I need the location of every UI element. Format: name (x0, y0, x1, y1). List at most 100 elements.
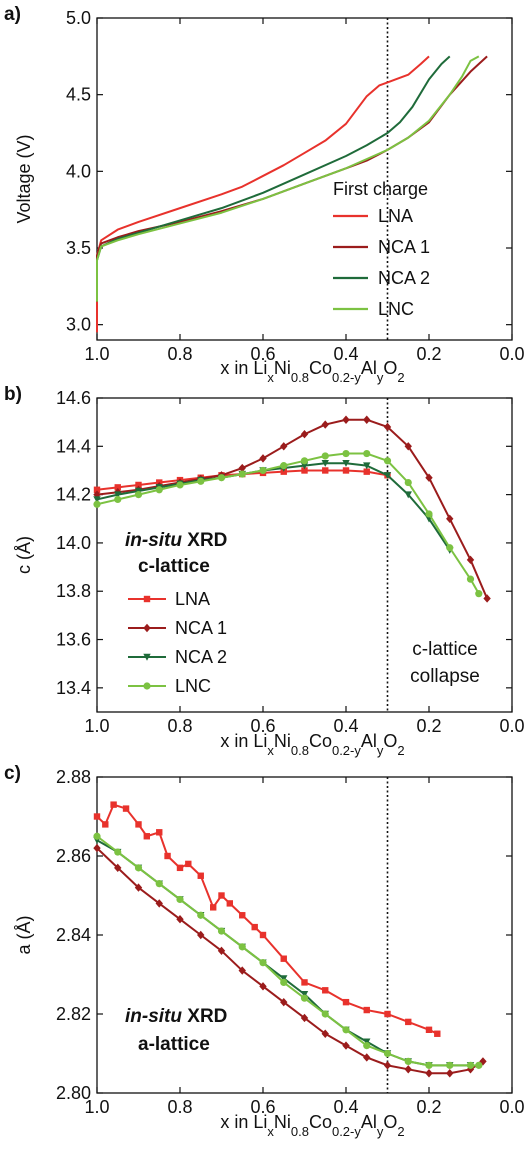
data-point (114, 484, 121, 491)
data-point (446, 1069, 454, 1078)
data-point (300, 994, 309, 1002)
data-point (197, 477, 205, 485)
panel-label: b) (4, 384, 22, 405)
data-point (259, 931, 267, 939)
data-point (475, 1061, 483, 1069)
data-point (425, 1069, 433, 1078)
legend-label: NCA 1 (378, 237, 430, 257)
data-point (110, 801, 117, 808)
data-point (434, 1030, 441, 1037)
data-point (301, 979, 308, 986)
data-point (280, 975, 288, 983)
panel-a: 1.0 0.8 0.6 0.4 0.2 0.0 3.0 3.5 4.0 4.5 5.0 a) x in … (4, 4, 524, 385)
data-point (259, 466, 267, 475)
data-point (383, 1061, 392, 1070)
data-point (383, 1049, 392, 1058)
data-point (425, 510, 433, 518)
x-tick-label: 1.0 (84, 716, 109, 736)
data-point (251, 923, 258, 931)
data-point (280, 997, 288, 1007)
legend-item: NCA 2 (128, 647, 227, 667)
data-point (280, 978, 288, 987)
data-point (114, 863, 122, 873)
data-point (155, 880, 163, 888)
data-point (217, 946, 226, 955)
data-point (217, 927, 226, 935)
series-line (96, 55, 430, 333)
series-line (96, 847, 484, 1075)
legend-label: LNC (175, 676, 211, 696)
data-point (238, 943, 246, 951)
data-point (135, 821, 142, 828)
data-point (176, 895, 184, 904)
data-point (363, 1038, 371, 1046)
y-tick-label: 4.5 (66, 85, 91, 105)
data-point (134, 491, 143, 499)
y-tick-label: 2.88 (56, 767, 91, 787)
panel-label: a) (4, 4, 21, 25)
legend-label: NCA 1 (175, 618, 227, 638)
y-tick-label: 13.6 (56, 630, 91, 650)
legend-item: LNA (333, 206, 413, 226)
data-point (483, 594, 491, 603)
data-point (93, 486, 101, 493)
data-point (466, 1065, 475, 1074)
data-point (342, 998, 350, 1006)
x-tick-label: 0.0 (499, 344, 524, 364)
x-tick-label: 0.2 (416, 716, 441, 736)
legend-label: NCA 2 (175, 647, 227, 667)
data-point (280, 462, 288, 470)
data-point (321, 452, 329, 460)
data-point (425, 1026, 433, 1033)
data-point (383, 472, 392, 479)
x-axis-label: x in LixNi0.8Co0.2-yAlyO2 (220, 1112, 404, 1139)
x-tick-label: 0.2 (416, 344, 441, 364)
legend-label: NCA 2 (378, 268, 430, 288)
series-line (96, 839, 471, 1067)
data-point (197, 930, 205, 940)
data-point (383, 457, 392, 465)
data-point (135, 481, 142, 489)
data-point (384, 1010, 391, 1018)
y-tick-label: 13.4 (56, 678, 91, 698)
legend-item: LNC (128, 676, 211, 696)
data-point (466, 1061, 475, 1069)
data-point (218, 892, 225, 899)
data-point (363, 415, 371, 424)
data-point (405, 1018, 412, 1026)
data-point (93, 500, 101, 508)
annotation-title: in-situ XRD (125, 1006, 227, 1027)
data-point (425, 473, 433, 482)
legend-marker (143, 623, 151, 633)
data-point (322, 467, 329, 474)
data-point (93, 813, 101, 820)
series-nca-1 (93, 843, 487, 1078)
data-point (93, 496, 101, 504)
data-point (342, 415, 350, 424)
data-point (301, 467, 308, 474)
data-point (383, 422, 392, 432)
panel-b: 1.0 0.8 0.6 0.4 0.2 0.0 13.4 13.6 13.8 14.0 14.2 14… (4, 384, 524, 758)
x-tick-label: 0.8 (167, 716, 192, 736)
annotation-title: in-situ XRD (125, 530, 227, 551)
legend-item: LNC (333, 299, 414, 319)
legend-label: LNA (378, 206, 413, 226)
y-tick-label: 3.5 (66, 238, 91, 258)
data-point (466, 575, 475, 583)
data-point (322, 987, 329, 994)
x-tick-label: 0.6 (250, 344, 275, 364)
data-point (446, 1061, 454, 1069)
series-line (96, 418, 489, 599)
data-point (404, 1065, 412, 1074)
y-tick-label: 3.0 (66, 315, 91, 335)
series-line (96, 55, 480, 302)
y-tick-label: 2.80 (56, 1083, 91, 1103)
data-point (114, 495, 122, 504)
data-point (185, 860, 192, 868)
series-line (96, 835, 479, 1067)
data-point (363, 1042, 371, 1050)
y-tick-label: 5.0 (66, 8, 91, 28)
y-tick-label: 2.86 (56, 846, 91, 866)
data-point (259, 454, 267, 463)
